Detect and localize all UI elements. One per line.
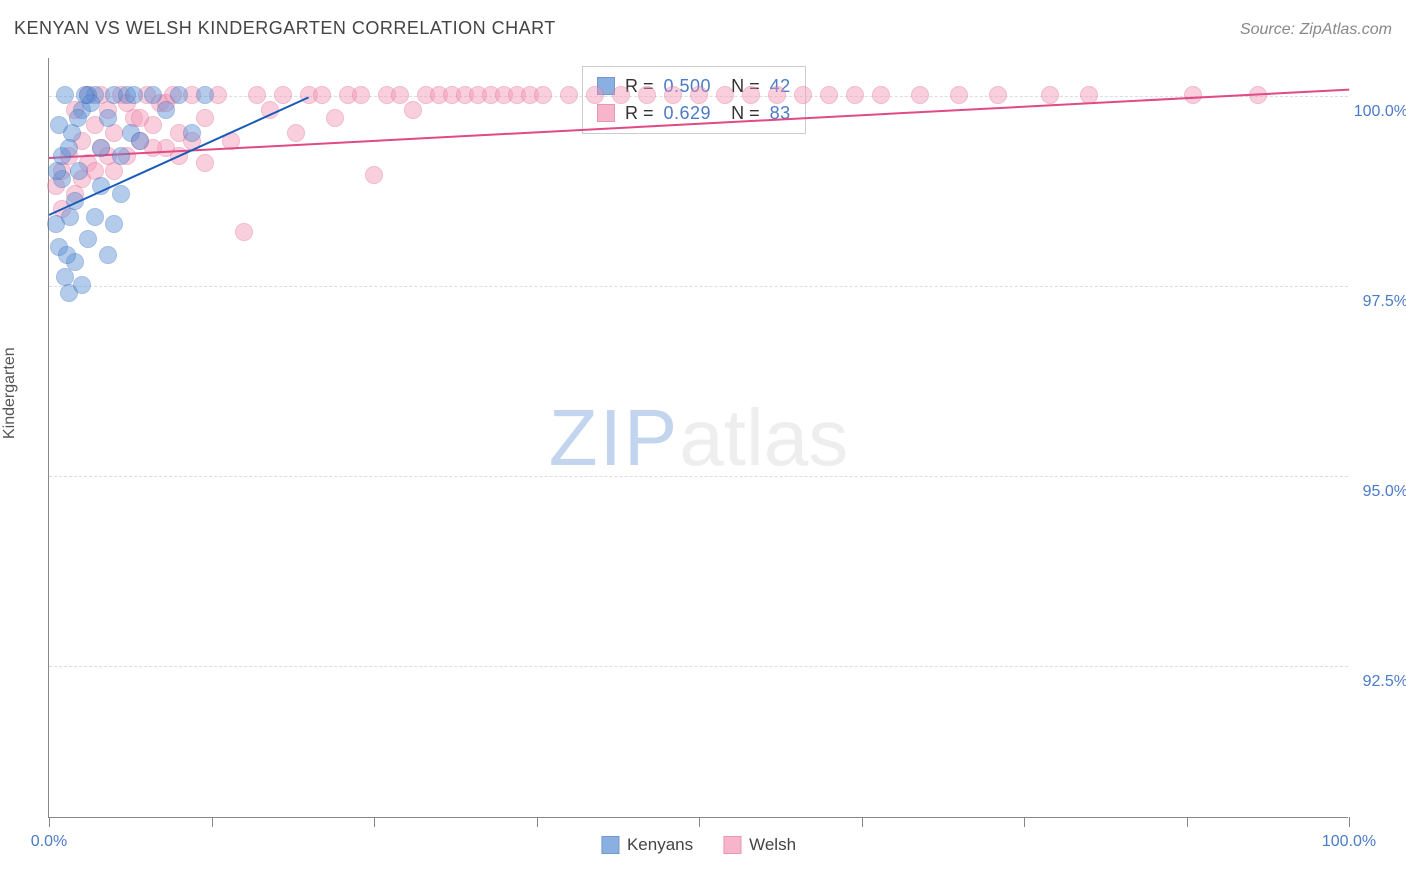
x-tick bbox=[212, 817, 213, 827]
legend: Kenyans Welsh bbox=[601, 835, 796, 855]
scatter-point-kenyans bbox=[58, 246, 76, 264]
gridline bbox=[49, 666, 1348, 667]
scatter-point-welsh bbox=[534, 86, 552, 104]
gridline bbox=[49, 286, 1348, 287]
x-tick bbox=[49, 817, 50, 827]
scatter-chart: ZIPatlas R = 0.500 N = 42 R = 0.629 N = … bbox=[48, 58, 1348, 818]
watermark: ZIPatlas bbox=[549, 392, 848, 484]
x-tick-label: 100.0% bbox=[1322, 833, 1376, 851]
scatter-point-welsh bbox=[235, 223, 253, 241]
y-axis-label: Kindergarten bbox=[1, 347, 19, 439]
scatter-point-welsh bbox=[404, 101, 422, 119]
x-tick bbox=[374, 817, 375, 827]
y-tick-label: 97.5% bbox=[1363, 293, 1406, 311]
scatter-point-kenyans bbox=[99, 246, 117, 264]
scatter-point-welsh bbox=[820, 86, 838, 104]
scatter-point-kenyans bbox=[196, 86, 214, 104]
scatter-point-welsh bbox=[365, 166, 383, 184]
x-tick bbox=[1024, 817, 1025, 827]
scatter-point-welsh bbox=[586, 86, 604, 104]
scatter-point-welsh bbox=[950, 86, 968, 104]
scatter-point-welsh bbox=[1184, 86, 1202, 104]
scatter-point-kenyans bbox=[73, 276, 91, 294]
scatter-point-kenyans bbox=[170, 86, 188, 104]
scatter-point-kenyans bbox=[69, 109, 87, 127]
scatter-point-welsh bbox=[352, 86, 370, 104]
scatter-point-welsh bbox=[326, 109, 344, 127]
scatter-point-welsh bbox=[911, 86, 929, 104]
scatter-point-kenyans bbox=[92, 139, 110, 157]
welsh-n-value: 83 bbox=[770, 100, 791, 127]
y-tick-label: 95.0% bbox=[1363, 483, 1406, 501]
scatter-point-kenyans bbox=[76, 86, 94, 104]
scatter-point-welsh bbox=[846, 86, 864, 104]
swatch-welsh bbox=[597, 104, 615, 122]
legend-item-kenyans: Kenyans bbox=[601, 835, 693, 855]
legend-label-welsh: Welsh bbox=[749, 835, 796, 855]
y-tick-label: 100.0% bbox=[1354, 103, 1406, 121]
scatter-point-welsh bbox=[313, 86, 331, 104]
scatter-point-kenyans bbox=[50, 116, 68, 134]
scatter-point-welsh bbox=[989, 86, 1007, 104]
scatter-point-kenyans bbox=[99, 109, 117, 127]
watermark-atlas: atlas bbox=[679, 392, 848, 484]
scatter-point-kenyans bbox=[183, 124, 201, 142]
watermark-zip: ZIP bbox=[549, 392, 679, 484]
scatter-point-kenyans bbox=[70, 162, 88, 180]
scatter-point-welsh bbox=[612, 86, 630, 104]
scatter-point-welsh bbox=[872, 86, 890, 104]
scatter-point-kenyans bbox=[60, 139, 78, 157]
swatch-welsh bbox=[723, 836, 741, 854]
scatter-point-welsh bbox=[794, 86, 812, 104]
x-tick bbox=[862, 817, 863, 827]
scatter-point-welsh bbox=[1041, 86, 1059, 104]
scatter-point-welsh bbox=[690, 86, 708, 104]
x-tick bbox=[537, 817, 538, 827]
scatter-point-kenyans bbox=[105, 215, 123, 233]
legend-item-welsh: Welsh bbox=[723, 835, 796, 855]
scatter-point-kenyans bbox=[112, 147, 130, 165]
source-attribution: Source: ZipAtlas.com bbox=[1240, 21, 1392, 39]
scatter-point-welsh bbox=[716, 86, 734, 104]
scatter-point-kenyans bbox=[144, 86, 162, 104]
x-tick-label: 0.0% bbox=[31, 833, 67, 851]
scatter-point-welsh bbox=[664, 86, 682, 104]
x-tick bbox=[1349, 817, 1350, 827]
x-tick bbox=[1187, 817, 1188, 827]
scatter-point-welsh bbox=[391, 86, 409, 104]
scatter-point-welsh bbox=[638, 86, 656, 104]
swatch-kenyans bbox=[601, 836, 619, 854]
y-tick-label: 92.5% bbox=[1363, 673, 1406, 691]
scatter-point-welsh bbox=[196, 154, 214, 172]
scatter-point-welsh bbox=[287, 124, 305, 142]
gridline bbox=[49, 476, 1348, 477]
scatter-point-kenyans bbox=[112, 185, 130, 203]
chart-title: KENYAN VS WELSH KINDERGARTEN CORRELATION… bbox=[14, 18, 556, 39]
scatter-point-kenyans bbox=[48, 162, 66, 180]
scatter-point-welsh bbox=[768, 86, 786, 104]
scatter-point-welsh bbox=[742, 86, 760, 104]
x-tick bbox=[699, 817, 700, 827]
scatter-point-kenyans bbox=[131, 132, 149, 150]
scatter-point-kenyans bbox=[56, 86, 74, 104]
scatter-point-kenyans bbox=[79, 230, 97, 248]
scatter-point-welsh bbox=[274, 86, 292, 104]
scatter-point-kenyans bbox=[86, 208, 104, 226]
scatter-point-kenyans bbox=[61, 208, 79, 226]
legend-label-kenyans: Kenyans bbox=[627, 835, 693, 855]
scatter-point-welsh bbox=[560, 86, 578, 104]
scatter-point-welsh bbox=[248, 86, 266, 104]
scatter-point-kenyans bbox=[125, 86, 143, 104]
scatter-point-kenyans bbox=[157, 101, 175, 119]
scatter-point-welsh bbox=[196, 109, 214, 127]
